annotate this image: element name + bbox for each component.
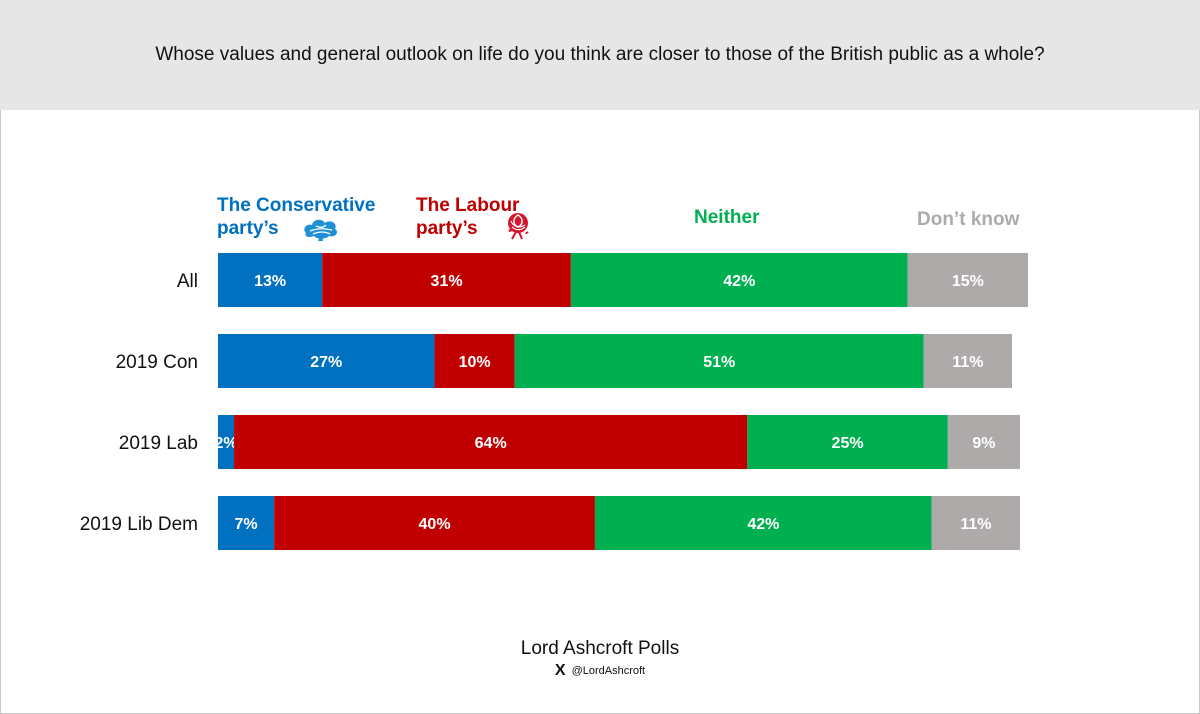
data-label-neither-2019-lib-dem: 42% [747, 516, 779, 533]
legend-conservative-line1: The Conservative [217, 195, 376, 216]
data-label-labour-2019-lab: 64% [475, 435, 507, 452]
legend-conservative: The Conservative party’s [217, 194, 375, 241]
category-label-2019-lab: 2019 Lab [119, 433, 198, 454]
social-handle[interactable]: X @LordAshcroft [0, 662, 1200, 680]
legend-labour: The Labour party’s [416, 194, 533, 240]
header-band [0, 0, 1200, 110]
bar-conservative-2019-lib-dem [218, 496, 275, 550]
category-label-all: All [177, 271, 198, 292]
bar-conservative-2019-con [218, 334, 435, 388]
bar-neither-2019-lib-dem [594, 496, 932, 550]
handle-text: @LordAshcroft [571, 665, 646, 677]
bar-labour-all [322, 253, 571, 307]
data-label-neither-2019-lab: 25% [832, 435, 864, 452]
bar-labour-2019-con [434, 334, 515, 388]
data-label-dont_know-all: 15% [952, 273, 984, 290]
legend-conservative-line2: party’s [217, 218, 279, 240]
bar-labour-2019-lab [234, 415, 748, 469]
data-label-labour-2019-lib-dem: 40% [419, 516, 451, 533]
data-label-dont_know-2019-lib-dem: 11% [960, 516, 991, 533]
legend-dont-know-label: Don’t know [917, 209, 1020, 230]
legend-labour-line2: party’s [416, 218, 478, 239]
bar-dont_know-2019-lab [947, 415, 1020, 469]
category-label-2019-con: 2019 Con [116, 352, 198, 373]
bar-conservative-all [218, 253, 323, 307]
labour-rose-icon [483, 212, 533, 240]
conservative-tree-icon [284, 218, 340, 241]
bar-labour-2019-lib-dem [274, 496, 595, 550]
data-label-dont_know-2019-lab: 9% [972, 435, 995, 452]
legend-labour-line1: The Labour [416, 195, 520, 216]
data-label-conservative-2019-con: 27% [310, 354, 342, 371]
bar-dont_know-all [907, 253, 1029, 307]
bar-dont_know-2019-con [923, 334, 1012, 388]
data-label-labour-all: 31% [431, 273, 463, 290]
legend-neither: Neither [694, 206, 759, 229]
category-label-2019-lib-dem: 2019 Lib Dem [80, 514, 198, 535]
chart-title: Whose values and general outlook on life… [155, 44, 1045, 65]
legend-neither-label: Neither [694, 207, 760, 228]
source-label: Lord Ashcroft Polls [520, 638, 680, 659]
data-label-conservative-all: 13% [254, 273, 286, 290]
legend-dont-know: Don’t know [917, 208, 1019, 231]
bar-dont_know-2019-lib-dem [931, 496, 1020, 550]
bar-neither-2019-lab [747, 415, 948, 469]
data-label-neither-2019-con: 51% [703, 354, 735, 371]
data-label-conservative-2019-lab: 2% [214, 435, 237, 452]
bar-conservative-2019-lab [218, 415, 235, 469]
bar-neither-2019-con [514, 334, 924, 388]
bar-neither-all [570, 253, 908, 307]
x-logo-icon: X [554, 662, 566, 679]
data-label-neither-all: 42% [723, 273, 755, 290]
data-label-labour-2019-con: 10% [459, 354, 491, 371]
data-label-dont_know-2019-con: 11% [952, 354, 983, 371]
data-label-conservative-2019-lib-dem: 7% [235, 516, 258, 533]
